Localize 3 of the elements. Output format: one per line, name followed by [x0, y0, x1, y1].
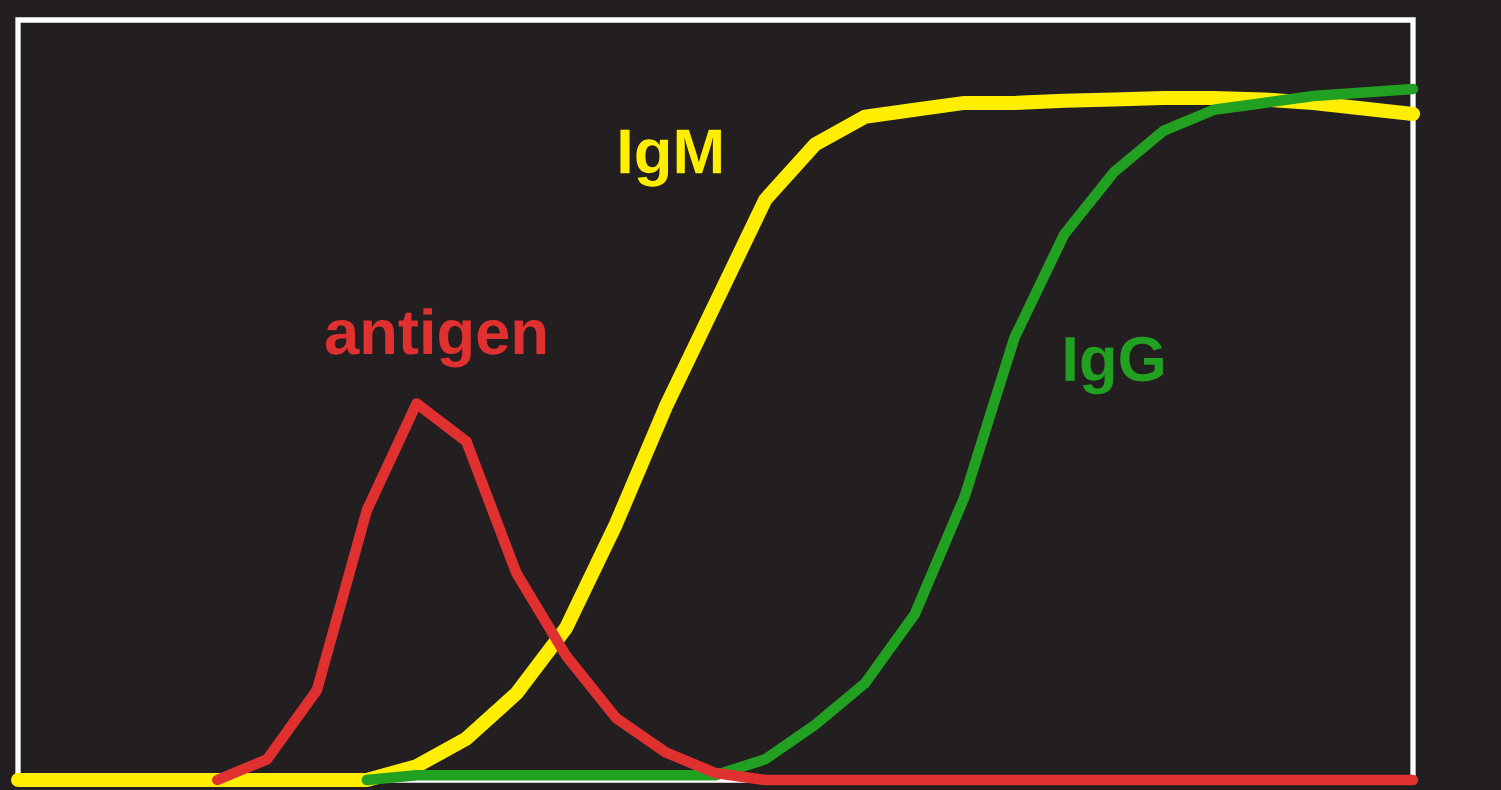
- series-label: IgM: [620, 129, 721, 187]
- series-label: IgG: [1065, 336, 1163, 395]
- series-label: antigen: [325, 308, 546, 368]
